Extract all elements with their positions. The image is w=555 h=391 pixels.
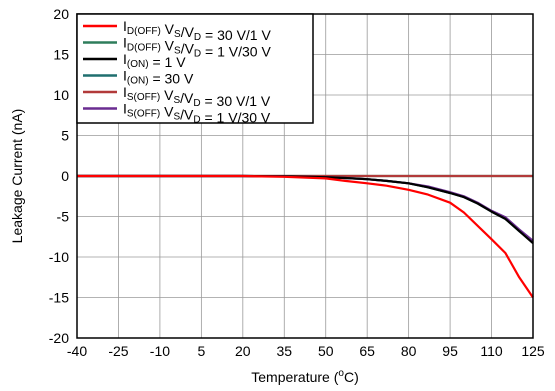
y-tick-label: 10 (53, 87, 69, 103)
x-tick-label: 5 (197, 343, 205, 359)
y-tick-label: -10 (49, 249, 69, 265)
legend-label: I(ON) = 30 V (123, 68, 194, 87)
y-tick-labels: 20 15 10 5 0 -5 -10 -15 -20 (49, 6, 69, 346)
legend-label: I(ON) = 1 V (123, 51, 186, 70)
legend: ID(OFF) VS/VD = 30 V/1 VID(OFF) VS/VD = … (76, 13, 314, 126)
x-tick-label: -25 (108, 343, 128, 359)
x-tick-label: 35 (276, 343, 292, 359)
legend-label: ID(OFF) VS/VD = 30 V/1 V (123, 18, 271, 43)
x-tick-labels: -40 -25 -10 5 20 35 50 65 80 95 110 125 (67, 343, 545, 359)
x-tick-label: 95 (442, 343, 458, 359)
legend-label: IS(OFF) VS/VD = 1 V/30 V (123, 101, 271, 126)
series-line-0 (77, 174, 534, 299)
x-tick-label: -10 (150, 343, 170, 359)
x-tick-label: -40 (67, 343, 87, 359)
x-axis-label: Temperature (oC) (251, 368, 359, 385)
y-tick-label: 20 (53, 6, 69, 22)
x-tick-label: 20 (235, 343, 251, 359)
x-tick-label: 50 (318, 343, 334, 359)
x-tick-label: 65 (359, 343, 375, 359)
y-tick-label: 5 (61, 128, 69, 144)
legend-box (76, 13, 314, 124)
y-tick-label: 15 (53, 47, 69, 63)
series-line-5 (77, 174, 534, 242)
y-tick-label: 0 (61, 168, 69, 184)
x-tick-label: 110 (480, 343, 503, 359)
legend-label: ID(OFF) VS/VD = 1 V/30 V (123, 35, 271, 60)
series-line-3 (77, 174, 534, 243)
series-line-2 (77, 174, 534, 245)
y-tick-label: -5 (57, 209, 70, 225)
y-tick-label: -20 (49, 330, 69, 346)
y-tick-label: -15 (49, 290, 69, 306)
series-layer (77, 174, 534, 299)
x-tick-label: 80 (401, 343, 417, 359)
x-tick-label: 125 (521, 343, 545, 359)
y-axis-label: Leakage Current (nA) (9, 109, 25, 244)
legend-label: IS(OFF) VS/VD = 30 V/1 V (123, 84, 271, 109)
